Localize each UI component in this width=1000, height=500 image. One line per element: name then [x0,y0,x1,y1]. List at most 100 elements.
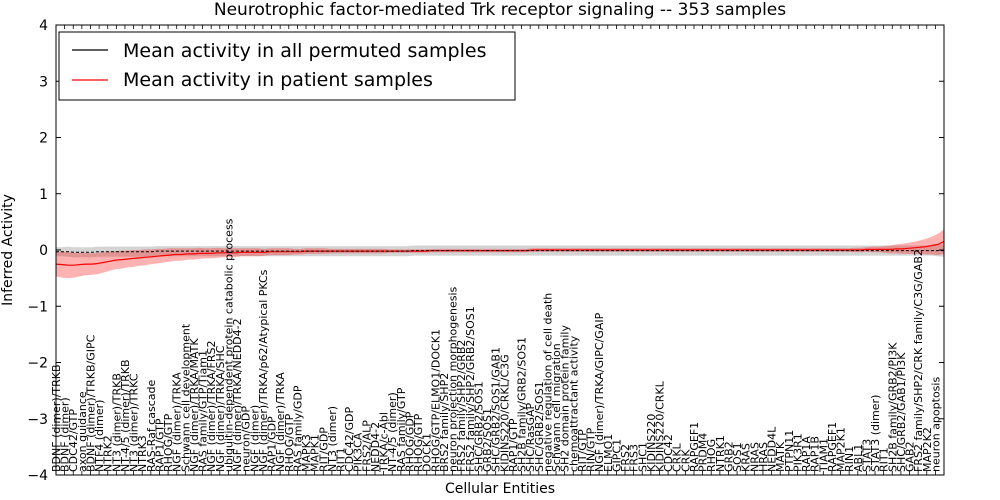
x-tick-label: NEDD4-2 [369,422,382,472]
x-tick-label: RIT/GDP [317,427,330,472]
x-tick-label: GRB2 [723,441,736,472]
x-tick-label: BDNF (dimer)/TRKB/GIPC [85,334,98,472]
x-tick-label: RAP1/GTP [154,418,167,472]
permuted-mean-line [56,250,944,253]
x-tick-label: SHC/GRB2/GAB1/PI3K [895,352,908,472]
x-tick-label: NRAS [748,442,761,472]
x-tick-label: neuron projection morphogenesis [447,286,460,472]
y-axis-label: Inferred Activity [0,194,16,306]
y-tick-label: 1 [39,187,48,203]
x-tick-label: RAS family/GTP [395,387,408,472]
x-tick-label: SH2 domain protein family [559,325,572,472]
x-tick-label: MAPK1 [309,434,322,472]
x-tick-label: SHC/GRB2/SOS1 [472,381,485,472]
x-tick-label: GAB2 [904,441,917,472]
x-tick-label: RHOG/GDP [404,411,417,472]
x-tick-label: NT-4/5 (dimer) [386,392,399,472]
y-tick-label: 0 [39,243,48,259]
x-tick-label: GIPC1 [610,439,623,472]
x-tick-label: KIDINS220 [645,414,658,472]
x-tick-label: RAP1B [809,436,822,472]
x-tick-label: TIAM1 [817,438,830,473]
x-tick-label: CRKL [671,442,684,472]
x-tick-label: FRS2 family/SHP2/GRB2/SOS1 [464,306,477,472]
y-tick-label: −3 [27,412,48,428]
x-tick-label: RIT/GTP [576,429,589,472]
x-tick-label: RIT1 [878,447,891,472]
x-tick-label: NGF (dimer)/TRKA/GIPC/GAIP [593,312,606,472]
x-tick-label: HRAS [757,442,770,472]
patient-confidence-band [56,229,944,279]
x-tick-label: NTRK3 [136,435,149,472]
x-tick-label: BDNF (dimer) [59,397,72,472]
x-tick-label: CDC42/GTP [67,409,80,472]
x-tick-label: ELMO1 [602,434,615,472]
x-tick-label: chemoattractant activity [567,335,580,472]
legend: Mean activity in all permuted samples Me… [58,31,516,101]
x-tick-label: FRS2 [619,444,632,472]
x-tick-label: STAT3 [860,439,873,472]
x-tick-label: RAP1/GTP [507,418,520,472]
legend-label-patient: Mean activity in patient samples [123,69,433,91]
legend-box [58,31,516,101]
x-tick-label: SHC1 [636,442,649,472]
y-tick-label: 2 [39,131,48,147]
x-tick-label: DOCK1 [421,433,434,472]
x-tick-label: RAP1A [800,436,813,472]
x-tick-label: RAPGEF1 [826,422,839,472]
x-tick-label: KIDINS220/CRKL/C3G [498,354,511,472]
x-tick-label: RAS-Raf cascade [145,380,158,472]
x-tick-label: STAT3 (dimer) [869,395,882,472]
legend-label-permuted: Mean activity in all permuted samples [123,40,486,62]
x-tick-label: SH2B family/GRB2/PI3K [886,342,899,472]
x-tick-label: NGF (dimer)/TRKA/NEDD4-2 [231,318,244,472]
x-tick-label: RHOG/GTP [412,413,425,472]
x-tick-label: PRDM4 [697,433,710,472]
x-tick-label: GRB2/SOS1 [481,408,494,472]
x-tick-label: SHC/GRB2/SOS1/GAB1 [490,347,503,472]
x-tick-label: NT-4/5 (dimer)/TRKB [119,359,132,472]
x-tick-label: CDC42 [662,434,675,472]
y-tick-label: 4 [39,18,48,34]
x-tick-label: ubiquitin-dependent protein catabolic pr… [222,218,235,472]
x-tick-label: NGF (dimer)/TRKA/MATK [188,338,201,472]
x-tick-label: SOS1 [731,442,744,472]
x-tick-label: RHOG/GTP [283,413,296,472]
x-tick-label: RIN1 [843,446,856,472]
x-tick-label: RAPGEF1 [688,422,701,472]
x-tick-label: CDC42/GDP [343,406,356,472]
x-tick-label: axon guidance [76,391,89,472]
x-tick-label: FRS2 family/SHP2/GRB2 [455,340,468,472]
x-tick-label: PTPN11 [783,430,796,472]
x-tick-label: RHOG [705,439,718,472]
x-tick-label: NGF (dimer) [248,405,261,472]
x-tick-label: SH2B family/GRB2/SOS1 [516,337,529,472]
x-tick-label: Schwann cell migration [550,343,563,472]
x-tick-label: BRS2 family/SHP2 [438,373,451,472]
x-tick-label: TRKA/c-Abl [378,412,391,473]
x-tick-label: MAPK3 [300,434,313,472]
plot-frame [55,24,945,476]
x-tick-label: RAS family/GTP/Tiam1 [197,350,210,472]
x-tick-label: RAS family/GDP [291,385,304,472]
x-tick-label: MATK [774,441,787,472]
x-tick-label: NTF4 (dimer) [93,400,106,472]
x-tick-label: KIDINS220/CRKL [654,380,667,472]
x-tick-label: NT3 (dimer)/TRKB [110,373,123,472]
x-tick-label: NT3 (dimer)/TRKC [128,373,141,472]
x-tick-label: neuron apoptosis [929,377,942,472]
x-tick-label: PIK3CA [352,432,365,472]
x-tick-label: RHOG/GTP [162,413,175,472]
x-tick-label: Schwann cell development [179,323,192,472]
x-tick-label: NGF (dimer)/TRKA [274,372,287,472]
y-tick-label: −4 [27,468,48,484]
x-tick-label: MAP2K1 [835,427,848,472]
x-tick-label: FRS2 family/SHP2/CRK family/C3G/GAB2 [912,249,925,472]
x-tick-label: NGF (dimer)/TRKA/FRS2 [205,341,218,472]
x-axis-label: Cellular Entities [445,481,555,497]
x-tick-label: RIN/GTP [585,427,598,472]
x-tick-label: NGF (dimer)/TRKA [171,372,184,472]
x-tick-label: ABL1 [852,444,865,472]
y-tick-label: −2 [27,356,48,372]
